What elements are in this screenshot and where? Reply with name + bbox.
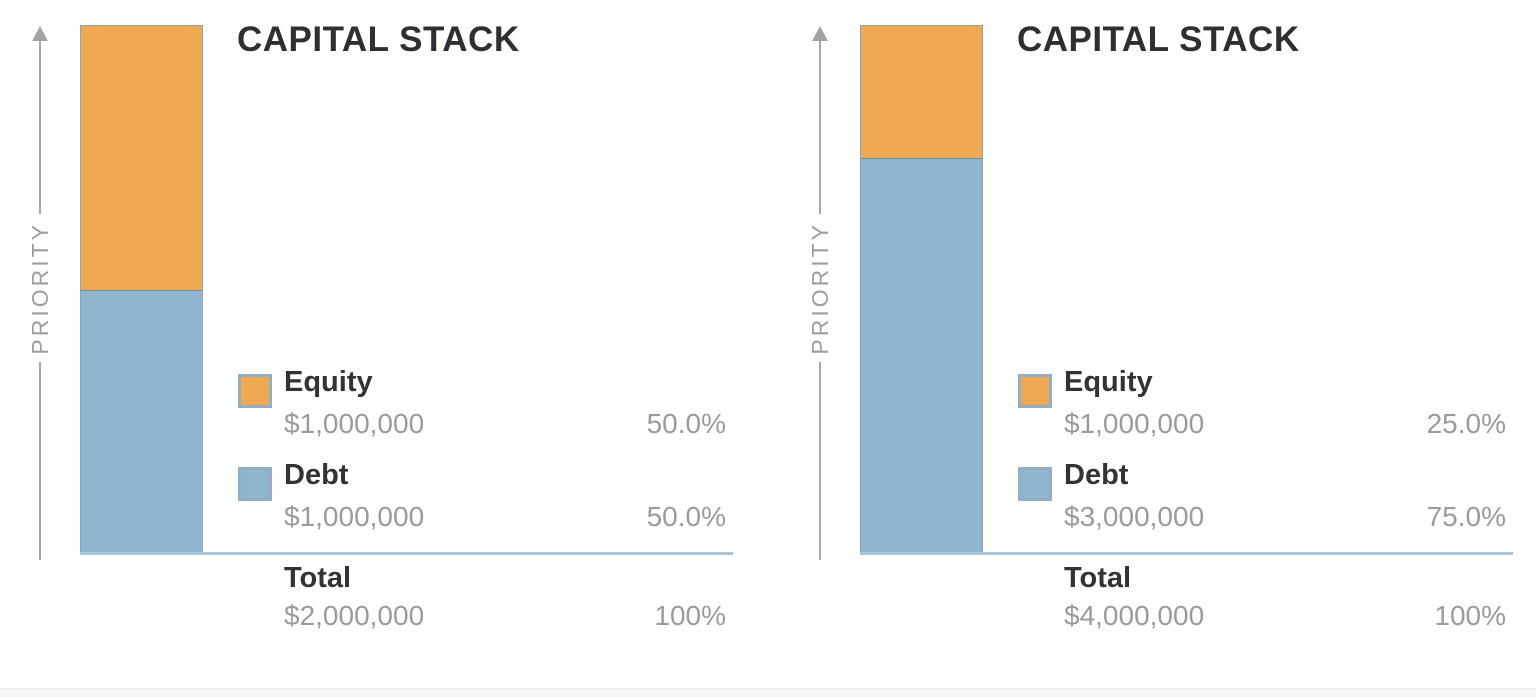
arrow-up-icon	[32, 26, 48, 41]
debt-bar-segment	[81, 290, 202, 554]
equity-percent: 25.0%	[1426, 408, 1506, 439]
stacked-bar	[80, 25, 203, 555]
debt-value-row: $3,000,000 75.0%	[1064, 501, 1506, 533]
equity-legend-label: Equity	[1064, 366, 1153, 398]
debt-legend-swatch	[1018, 467, 1052, 501]
debt-bar-segment	[861, 158, 982, 554]
baseline-rule	[860, 552, 1513, 555]
debt-value-row: $1,000,000 50.0%	[284, 501, 726, 533]
total-percent: 100%	[654, 600, 726, 631]
capital-stack-chart-1: PRIORITY CAPITAL STACK Equity $1,000,000…	[0, 0, 756, 697]
priority-axis-label: PRIORITY	[806, 221, 833, 355]
equity-value-row: $1,000,000 50.0%	[284, 408, 726, 440]
priority-axis: PRIORITY	[807, 26, 833, 560]
debt-legend-label: Debt	[284, 459, 349, 491]
equity-amount: $1,000,000	[284, 408, 425, 439]
equity-amount: $1,000,000	[1064, 408, 1205, 439]
axis-line	[819, 41, 821, 214]
equity-value-row: $1,000,000 25.0%	[1064, 408, 1506, 440]
debt-percent: 50.0%	[646, 501, 726, 532]
total-amount: $4,000,000	[1064, 600, 1205, 631]
total-value-row: $2,000,000 100%	[284, 600, 726, 632]
equity-legend-label: Equity	[284, 366, 373, 398]
bottom-divider-strip	[0, 688, 1536, 697]
axis-line	[39, 41, 41, 214]
total-label: Total	[284, 562, 352, 594]
debt-legend-label: Debt	[1064, 459, 1129, 491]
priority-axis-label: PRIORITY	[26, 221, 53, 355]
stacked-bar	[860, 25, 983, 555]
capital-stack-chart-2: PRIORITY CAPITAL STACK Equity $1,000,000…	[780, 0, 1536, 697]
total-amount: $2,000,000	[284, 600, 425, 631]
debt-amount: $1,000,000	[284, 501, 425, 532]
debt-legend-swatch	[238, 467, 272, 501]
equity-bar-segment	[861, 26, 982, 158]
priority-axis: PRIORITY	[27, 26, 53, 560]
equity-percent: 50.0%	[646, 408, 726, 439]
total-value-row: $4,000,000 100%	[1064, 600, 1506, 632]
baseline-rule	[80, 552, 733, 555]
debt-amount: $3,000,000	[1064, 501, 1205, 532]
equity-bar-segment	[81, 26, 202, 290]
arrow-up-icon	[812, 26, 828, 41]
total-label: Total	[1064, 562, 1132, 594]
axis-line	[819, 362, 821, 560]
equity-legend-swatch	[1018, 374, 1052, 408]
equity-legend-swatch	[238, 374, 272, 408]
chart-title: CAPITAL STACK	[1017, 20, 1300, 59]
total-percent: 100%	[1434, 600, 1506, 631]
chart-title: CAPITAL STACK	[237, 20, 520, 59]
axis-line	[39, 362, 41, 560]
debt-percent: 75.0%	[1426, 501, 1506, 532]
